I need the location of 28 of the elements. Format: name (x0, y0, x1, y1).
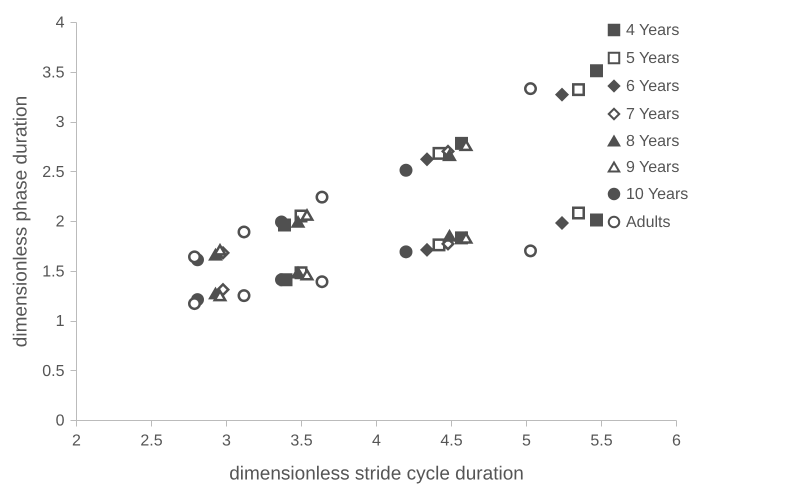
y-tick-label: 0 (56, 412, 65, 430)
x-tick-label: 4.5 (440, 432, 463, 450)
legend-label: 7 Years (626, 106, 680, 123)
y-tick-label: 3 (56, 114, 65, 131)
y-tick-label: 1 (56, 313, 65, 330)
legend-label: 5 Years (626, 50, 680, 67)
x-tick-label: 2.5 (140, 432, 163, 450)
x-tick-label: 5 (522, 432, 532, 450)
y-tick-label: 2.5 (42, 164, 65, 181)
y-tick-label: 4 (56, 14, 65, 32)
x-tick-label: 6 (672, 432, 682, 450)
x-axis-title: dimensionless stride cycle duration (229, 464, 524, 484)
x-tick-label: 5.5 (590, 432, 613, 450)
y-tick-label: 0.5 (42, 362, 65, 380)
x-tick-label: 3.5 (290, 432, 313, 450)
legend-label: 9 Years (626, 159, 680, 176)
legend-label: 8 Years (626, 133, 680, 150)
x-tick-label: 3 (222, 432, 232, 450)
x-tick-label: 2 (72, 432, 82, 450)
y-tick-label: 3.5 (42, 64, 65, 82)
x-tick-label: 4 (372, 432, 382, 450)
y-axis-title: dimensionless phase duration (10, 96, 32, 348)
y-tick-label: 2 (56, 214, 65, 230)
legend-label: 10 Years (626, 186, 688, 203)
legend-label: 4 Years (626, 22, 680, 39)
legend-label: Adults (626, 214, 670, 231)
y-tick-label: 1.5 (42, 263, 65, 280)
legend-label: 6 Years (626, 78, 680, 95)
